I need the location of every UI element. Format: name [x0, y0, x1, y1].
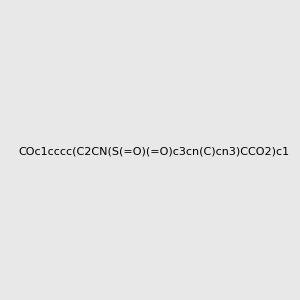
Text: COc1cccc(C2CN(S(=O)(=O)c3cn(C)cn3)CCO2)c1: COc1cccc(C2CN(S(=O)(=O)c3cn(C)cn3)CCO2)c…	[18, 146, 289, 157]
